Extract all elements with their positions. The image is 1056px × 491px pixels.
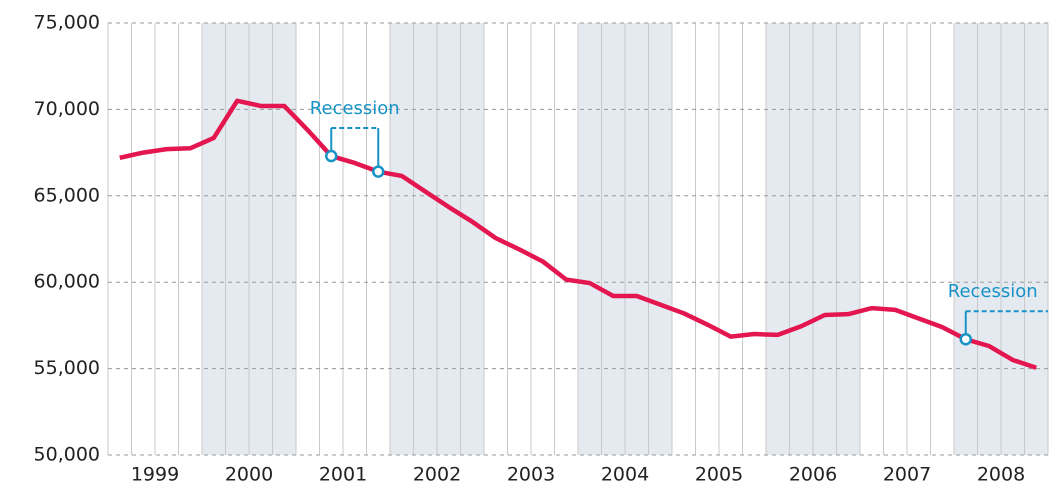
annotation-label: Recession	[310, 98, 400, 119]
x-tick-label: 2001	[319, 464, 367, 486]
x-tick-label: 1999	[131, 464, 179, 486]
x-tick-label: 2004	[601, 464, 649, 486]
y-tick-label: 65,000	[34, 184, 100, 206]
y-tick-label: 60,000	[34, 271, 100, 293]
y-tick-label: 50,000	[34, 444, 100, 466]
x-tick-label: 2002	[413, 464, 461, 486]
annotation-marker	[372, 165, 385, 178]
x-tick-label: 2005	[695, 464, 743, 486]
x-tick-label: 2008	[977, 464, 1025, 486]
x-tick-label: 2007	[883, 464, 931, 486]
x-tick-label: 2000	[225, 464, 273, 486]
y-tick-label: 55,000	[34, 357, 100, 379]
x-tick-label: 2006	[789, 464, 837, 486]
annotation-label: Recession	[948, 281, 1038, 302]
x-tick-label: 2003	[507, 464, 555, 486]
series-line	[119, 98, 1037, 370]
y-tick-label: 75,000	[34, 12, 100, 34]
annotation-marker	[325, 149, 338, 163]
annotation-marker	[959, 332, 972, 346]
y-tick-label: 70,000	[34, 98, 100, 120]
